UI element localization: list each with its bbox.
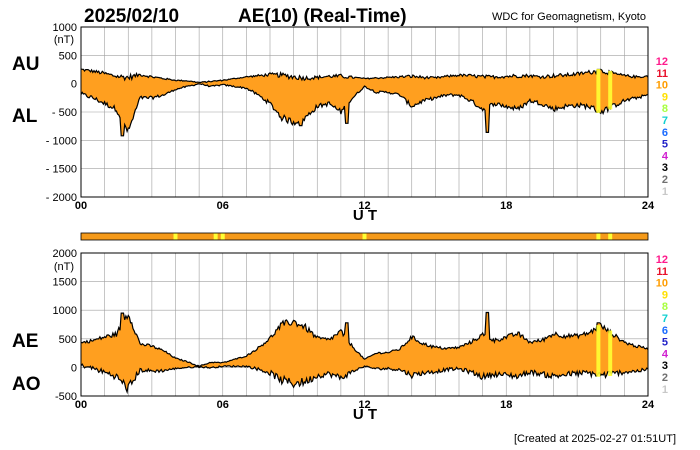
station-count-bar [80,232,649,241]
x-tick-label: 24 [642,399,655,411]
station-legend-item: 7 [662,313,668,325]
upper-x-axis-label: U T [353,207,377,224]
station-legend-item: 10 [656,80,668,92]
station-legend-item: 9 [662,289,668,301]
au-label: AU [12,54,39,75]
series-line-al [80,83,649,137]
y-tick-label: 500 [59,50,77,62]
y-tick-label: 1000 [53,305,77,317]
y-tick-label: -500 [55,391,77,403]
station-legend-item: 8 [662,301,668,313]
station-drop-stripe [608,330,613,376]
date-title: 2025/02/10 [84,6,179,27]
ae-label: AE [12,331,38,352]
y-tick-label: - 2000 [46,192,77,204]
station-legend-item: 9 [662,91,668,103]
x-tick-label: 06 [217,399,229,411]
station-bar-highlight [220,233,225,240]
lower-unit-label: (nT) [54,261,74,273]
created-timestamp: [Created at 2025-02-27 01:51UT] [514,433,676,445]
station-legend-item: 8 [662,103,668,115]
station-legend-item: 1 [662,186,668,198]
station-drop-stripe [608,70,613,110]
y-tick-label: - 1000 [46,135,77,147]
plot-frame [80,252,649,397]
lower-x-axis-label: U T [353,406,377,423]
x-tick-label: 24 [642,200,655,212]
series-area-au-al [81,69,648,136]
x-tick-label: 00 [75,200,87,212]
station-drop-stripe [596,68,601,113]
station-legend-item: 10 [656,278,668,290]
station-legend-item: 12 [656,254,668,266]
x-tick-label: 00 [75,399,87,411]
station-legend-item: 2 [662,174,668,186]
source-label: WDC for Geomagnetism, Kyoto [492,11,646,23]
y-tick-label: - 500 [52,107,77,119]
station-legend-item: 11 [656,68,668,80]
station-bar-highlight [362,233,367,240]
y-tick-label: 2000 [53,248,77,260]
x-tick-label: 18 [500,200,512,212]
al-label: AL [12,106,38,127]
y-tick-label: 1000 [53,22,77,34]
ao-label: AO [12,374,41,395]
x-tick-label: 18 [500,399,512,411]
upper-unit-label: (nT) [54,34,74,46]
station-bar-highlight [213,233,218,240]
station-legend-item: 4 [662,348,669,360]
station-legend-item: 2 [662,372,668,384]
station-legend-item: 12 [656,56,668,68]
y-tick-label: 0 [71,362,77,374]
station-legend-item: 5 [662,139,668,151]
series-area-ae-ao [81,312,648,392]
station-bar-highlight [608,233,613,240]
station-legend-item: 7 [662,115,668,127]
station-bar-highlight [596,233,601,240]
station-legend-item: 11 [656,266,668,278]
plot-frame [80,26,649,198]
y-tick-label: 500 [59,334,77,346]
station-legend-item: 3 [662,162,668,174]
x-tick-label: 12 [358,200,370,212]
y-tick-label: 0 [71,79,77,91]
series-line-ae [80,311,649,367]
y-tick-label: 1500 [53,277,77,289]
station-legend-item: 1 [662,384,668,396]
y-tick-label: - 1500 [46,164,77,176]
station-legend-item: 6 [662,325,668,337]
station-drop-stripe [596,325,601,377]
series-line-ao [80,363,649,395]
station-legend-item: 6 [662,127,668,139]
x-tick-label: 12 [358,399,370,411]
station-legend-item: 5 [662,337,668,349]
series-line-au [80,68,649,84]
station-legend-item: 4 [662,150,669,162]
chart-title: AE(10) (Real-Time) [238,6,407,27]
station-bar-highlight [173,233,178,240]
station-legend-item: 3 [662,360,668,372]
x-tick-label: 06 [217,200,229,212]
